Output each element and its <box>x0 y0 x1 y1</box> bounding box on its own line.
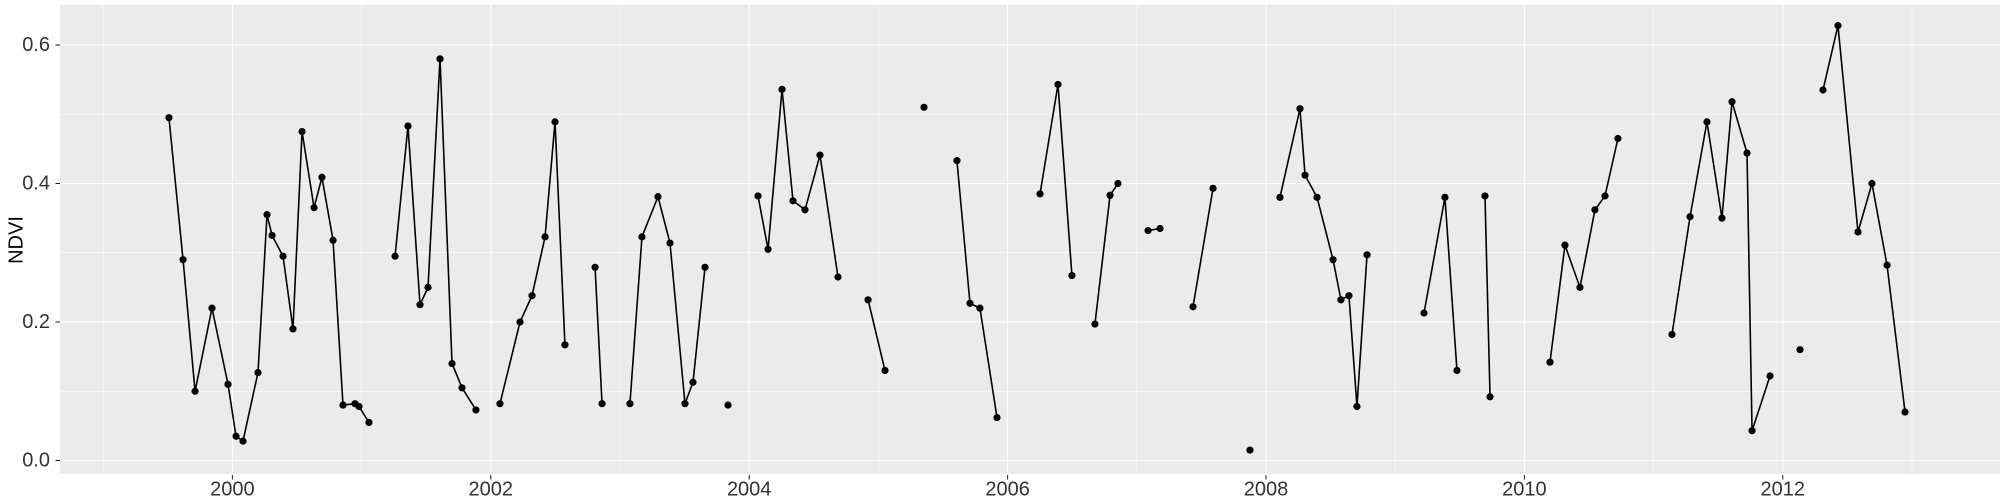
svg-text:2000: 2000 <box>210 479 255 500</box>
svg-text:2004: 2004 <box>727 479 772 500</box>
svg-text:2012: 2012 <box>1761 479 1806 500</box>
svg-text:2010: 2010 <box>1502 479 1547 500</box>
svg-text:2002: 2002 <box>469 479 514 500</box>
svg-text:0.2: 0.2 <box>22 311 50 333</box>
svg-text:0.4: 0.4 <box>22 173 50 195</box>
svg-text:0.6: 0.6 <box>22 34 50 56</box>
svg-text:2008: 2008 <box>1244 479 1289 500</box>
svg-text:2006: 2006 <box>985 479 1030 500</box>
svg-text:0.0: 0.0 <box>22 450 50 472</box>
